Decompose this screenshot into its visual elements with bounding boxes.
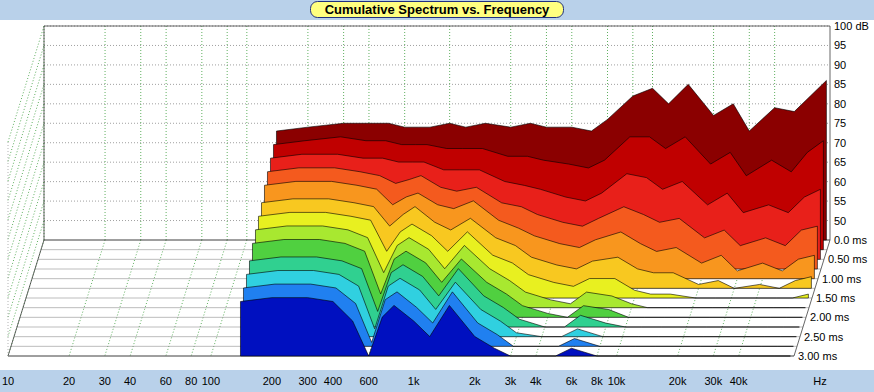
svg-text:30k: 30k <box>704 375 722 387</box>
svg-text:55: 55 <box>834 195 846 207</box>
svg-text:65: 65 <box>834 156 846 168</box>
svg-text:Hz: Hz <box>813 375 826 387</box>
svg-text:20: 20 <box>63 375 75 387</box>
svg-text:600: 600 <box>359 375 377 387</box>
svg-text:80: 80 <box>185 375 197 387</box>
svg-text:2.00 ms: 2.00 ms <box>810 311 850 323</box>
svg-text:100 dB: 100 dB <box>834 20 869 32</box>
svg-text:80: 80 <box>834 98 846 110</box>
svg-text:30: 30 <box>99 375 111 387</box>
svg-text:95: 95 <box>834 39 846 51</box>
svg-text:40k: 40k <box>730 375 748 387</box>
svg-text:100: 100 <box>202 375 220 387</box>
svg-text:0.50 ms: 0.50 ms <box>828 253 868 265</box>
svg-text:8k: 8k <box>591 375 603 387</box>
svg-text:60: 60 <box>160 375 172 387</box>
svg-text:0.0 ms: 0.0 ms <box>834 234 868 246</box>
svg-text:1.50 ms: 1.50 ms <box>816 292 856 304</box>
svg-text:200: 200 <box>263 375 281 387</box>
svg-text:6k: 6k <box>566 375 578 387</box>
svg-text:10: 10 <box>2 375 14 387</box>
svg-text:1.00 ms: 1.00 ms <box>822 273 862 285</box>
svg-text:3k: 3k <box>505 375 517 387</box>
svg-text:2k: 2k <box>469 375 481 387</box>
svg-text:3.00 ms: 3.00 ms <box>798 350 838 362</box>
svg-text:70: 70 <box>834 137 846 149</box>
svg-text:60: 60 <box>834 176 846 188</box>
svg-text:400: 400 <box>324 375 342 387</box>
svg-text:85: 85 <box>834 78 846 90</box>
svg-text:2.50 ms: 2.50 ms <box>804 331 844 343</box>
svg-text:75: 75 <box>834 117 846 129</box>
svg-text:300: 300 <box>298 375 316 387</box>
svg-text:10k: 10k <box>608 375 626 387</box>
svg-text:90: 90 <box>834 59 846 71</box>
svg-text:4k: 4k <box>530 375 542 387</box>
svg-text:Cumulative Spectrum vs. Freque: Cumulative Spectrum vs. Frequency <box>325 2 550 17</box>
svg-text:40: 40 <box>124 375 136 387</box>
svg-text:1k: 1k <box>408 375 420 387</box>
svg-text:20k: 20k <box>669 375 687 387</box>
svg-text:50: 50 <box>834 215 846 227</box>
